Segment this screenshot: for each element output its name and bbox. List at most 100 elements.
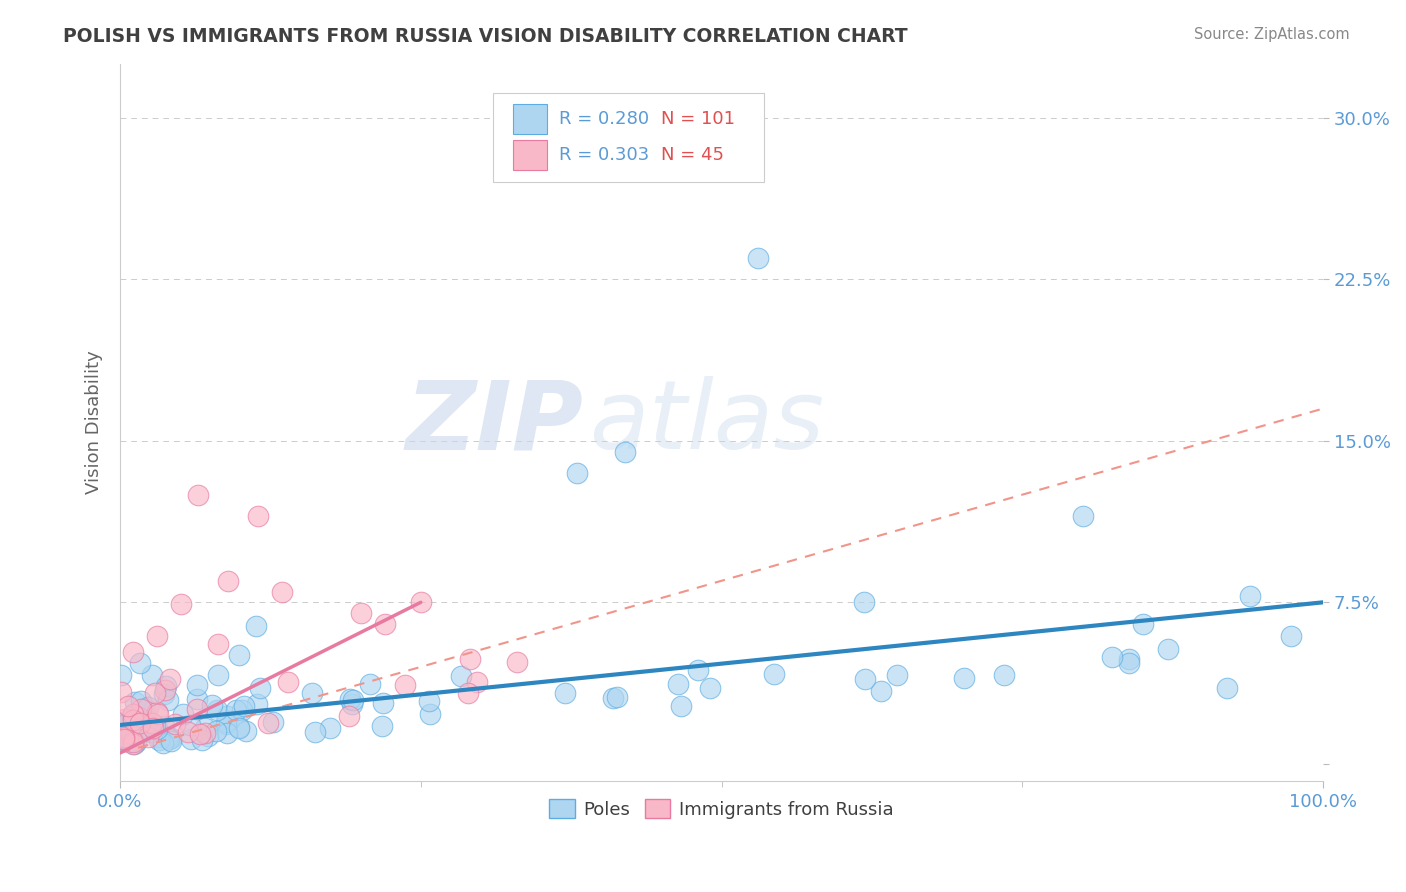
Point [153,687,176,701]
Point [993,667,1015,681]
Point [262,714,284,729]
Point [139,722,162,736]
Point [870,684,893,698]
Point [853,595,876,609]
Point [117,698,139,713]
Point [339,692,361,706]
Point [186,677,208,691]
Text: Source: ZipAtlas.com: Source: ZipAtlas.com [1194,27,1350,42]
Point [136,730,159,744]
Point [319,721,342,735]
Point [245,619,267,633]
Point [853,672,876,686]
Point [207,637,229,651]
Point [763,667,786,681]
Point [207,667,229,681]
Point [188,727,211,741]
Point [666,677,689,691]
Point [157,731,180,746]
Point [233,698,256,713]
Point [215,715,238,730]
Point [197,730,219,744]
Point [277,674,299,689]
Point [131,702,153,716]
Point [141,715,163,730]
FancyBboxPatch shape [494,93,763,182]
Point [359,677,381,691]
Point [146,722,169,736]
Point [157,730,180,744]
Point [194,721,217,735]
Point [1118,652,1140,666]
Point [160,731,183,746]
Point [136,700,159,714]
Point [457,685,479,699]
Point [247,509,270,524]
Point [886,668,908,682]
Y-axis label: Vision Disability: Vision Disability [86,351,103,494]
Point [142,721,165,735]
Point [688,664,710,678]
Point [217,574,239,588]
Point [1071,509,1094,524]
Point [349,606,371,620]
Point [246,697,269,711]
Point [271,584,294,599]
Point [170,597,193,611]
Point [1279,629,1302,643]
Point [458,652,481,666]
Point [114,712,136,726]
Point [228,720,250,734]
Point [152,736,174,750]
Point [249,681,271,695]
Point [235,724,257,739]
Point [217,709,239,723]
Point [1101,650,1123,665]
Point [122,713,145,727]
Point [180,731,202,746]
Point [374,616,396,631]
Point [340,697,363,711]
Point [110,685,132,699]
Point [125,735,148,749]
Point [506,656,529,670]
Text: atlas: atlas [589,376,824,469]
Point [953,671,976,685]
Point [179,717,201,731]
Point [217,725,239,739]
Point [207,703,229,717]
Point [148,730,170,744]
Point [187,488,209,502]
FancyBboxPatch shape [513,104,547,135]
Point [201,698,224,712]
Point [215,717,238,731]
Legend: Poles, Immigrants from Russia: Poles, Immigrants from Russia [543,792,901,826]
Point [304,724,326,739]
Point [136,716,159,731]
Point [141,668,163,682]
Point [118,735,141,749]
Point [129,694,152,708]
Point [450,668,472,682]
Point [301,685,323,699]
Point [122,737,145,751]
Point [114,731,136,746]
Point [602,691,624,706]
Point [122,706,145,721]
Point [153,719,176,733]
Point [409,595,432,609]
Point [686,143,709,157]
Point [231,703,253,717]
Point [127,710,149,724]
Point [125,727,148,741]
Point [1157,641,1180,656]
Point [225,703,247,717]
Point [146,705,169,719]
Point [122,734,145,748]
Point [1239,589,1261,603]
Point [373,696,395,710]
Point [153,683,176,698]
Point [146,706,169,721]
Point [606,690,628,704]
Point [567,466,589,480]
